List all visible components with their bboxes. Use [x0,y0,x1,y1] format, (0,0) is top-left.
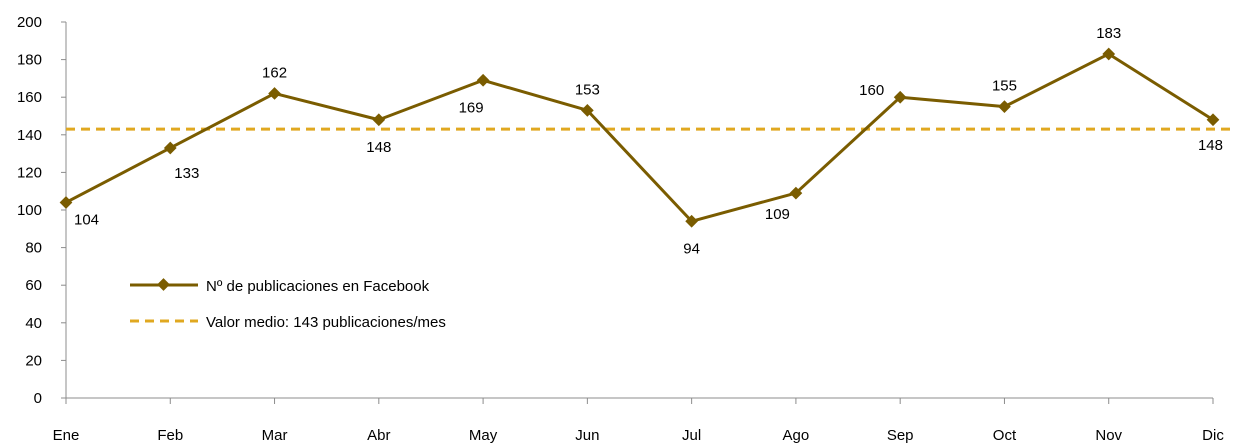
data-point [476,73,490,87]
x-tick-label: Ago [783,427,810,444]
y-tick-label: 20 [25,352,42,369]
y-tick-label: 120 [17,164,42,181]
y-tick-label: 100 [17,202,42,219]
series-group [59,47,1233,228]
legend-series-marker [157,278,170,291]
x-tick-label: Mar [262,427,288,444]
data-point [268,87,281,100]
data-label: 162 [262,64,287,81]
x-tick-label: Sep [887,427,914,444]
data-label: 155 [992,78,1017,95]
x-tick-label: Jun [575,427,599,444]
x-tick-label: Dic [1202,427,1224,444]
data-point [372,113,386,127]
y-tick-label: 40 [25,315,42,332]
series-line [65,52,1214,223]
data-label: 160 [859,82,884,99]
y-tick-label: 200 [17,14,42,31]
data-labels: 104 133 162 148 169 153 94 109 160 155 183 148 [74,25,1223,257]
legend-mean-label: Valor medio: 143 publicaciones/mes [206,314,446,331]
data-point [163,141,177,155]
x-tick-label: Abr [367,427,390,444]
data-label: 109 [765,206,790,223]
x-tick-label: Feb [157,427,183,444]
x-tick-label: Nov [1095,427,1122,444]
y-tick-label: 60 [25,277,42,294]
y-tick-label: 140 [17,127,42,144]
data-label: 104 [74,211,99,228]
y-tick-label: 80 [25,240,42,257]
axes: 0 20 40 60 80 100 120 140 160 180 200 Ene Feb Mar Abr M… [17,14,1224,444]
x-tick-label: May [469,427,498,444]
data-label: 148 [1198,137,1223,154]
data-label: 153 [575,81,600,98]
legend-series-label: Nº de publicaciones en Facebook [206,278,430,295]
x-tick-label: Jul [682,427,701,444]
data-label: 148 [366,139,391,156]
data-label: 169 [459,99,484,116]
y-tick-label: 180 [17,52,42,69]
x-tick-label: Oct [993,427,1017,444]
data-point [998,100,1011,113]
y-tick-label: 0 [34,390,42,407]
data-label: 133 [174,165,199,182]
data-label: 183 [1096,25,1121,42]
legend: Nº de publicaciones en Facebook Valor me… [130,278,446,331]
y-tick-label: 160 [17,89,42,106]
x-tick-label: Ene [53,427,80,444]
data-point [59,196,73,209]
data-label: 94 [683,240,700,257]
